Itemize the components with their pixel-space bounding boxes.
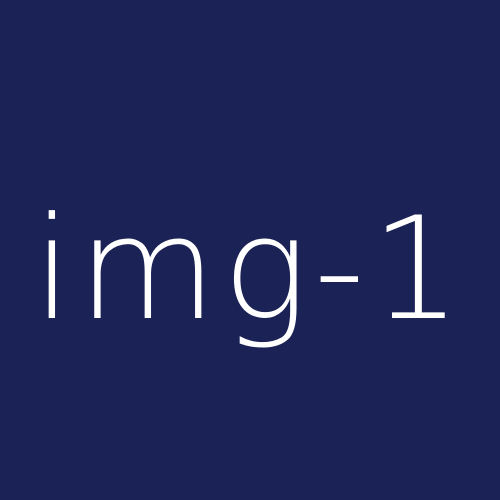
placeholder-label: img-1 <box>32 187 468 352</box>
